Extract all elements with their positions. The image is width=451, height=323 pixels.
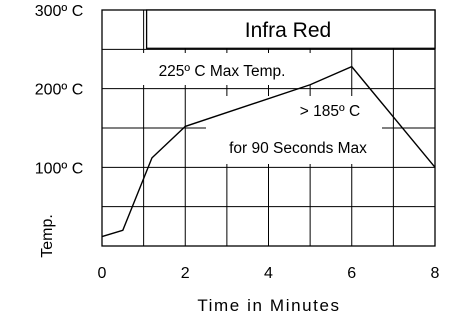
chart-title: Infra Red: [245, 19, 331, 42]
annotation-90-seconds: for 90 Seconds Max: [229, 140, 367, 157]
y-axis-label: Temp.: [39, 214, 56, 258]
y-tick-label: 100º C: [35, 160, 84, 177]
annotation-mask-duration: [206, 96, 382, 164]
series-line-0: [101, 65, 436, 238]
annotation-max-temp: 225º C Max Temp.: [159, 63, 286, 80]
x-tick-label: 2: [181, 265, 190, 282]
y-tick-label: 300º C: [35, 3, 84, 20]
x-axis-label: Time in Minutes: [197, 296, 340, 315]
series-group: [101, 65, 436, 238]
x-tick-label: 4: [264, 265, 273, 282]
y-tick-label: 200º C: [35, 82, 84, 99]
x-tick-label: 0: [98, 265, 107, 282]
x-tick-label: 8: [431, 265, 440, 282]
annotation-mask-max: [121, 53, 345, 85]
title-box: [145, 9, 436, 49]
y-tick-labels: 100º C 200º C 300º C: [35, 3, 84, 177]
x-tick-label: 6: [347, 265, 356, 282]
annotation-above-185: > 185º C: [300, 103, 360, 120]
x-tick-labels: 0 2 4 6 8: [98, 265, 440, 282]
